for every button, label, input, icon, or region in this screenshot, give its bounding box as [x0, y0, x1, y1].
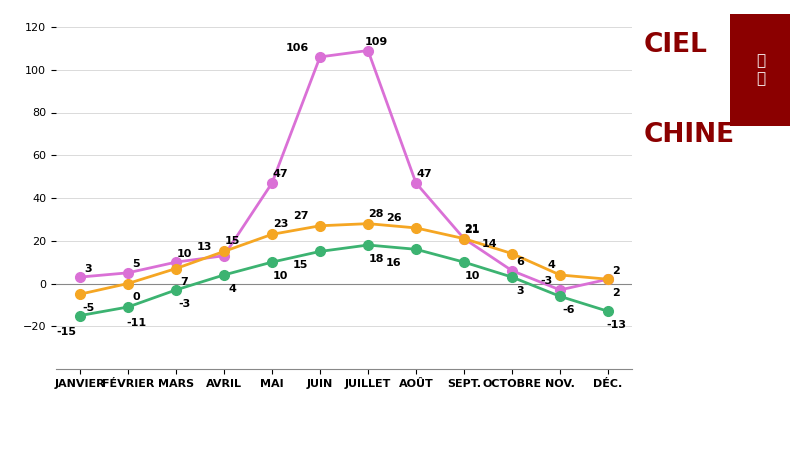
Text: 15: 15	[225, 237, 240, 247]
Text: 4: 4	[228, 284, 236, 293]
Text: 15: 15	[293, 260, 308, 270]
Text: 4: 4	[548, 260, 556, 270]
Text: 13: 13	[197, 242, 212, 252]
Text: 7: 7	[181, 277, 188, 287]
Text: 2: 2	[613, 288, 620, 298]
Text: -6: -6	[562, 305, 574, 315]
Text: 26: 26	[386, 213, 402, 223]
Text: 2: 2	[613, 266, 620, 276]
Text: 3: 3	[85, 264, 92, 274]
Text: 3: 3	[517, 286, 524, 296]
Text: -5: -5	[82, 303, 94, 313]
Legend: Maxi (°C), Mini(°C), Pluie(mm): Maxi (°C), Mini(°C), Pluie(mm)	[171, 449, 459, 450]
Text: 23: 23	[273, 220, 288, 230]
Text: 21: 21	[465, 225, 480, 235]
Text: 27: 27	[293, 211, 308, 221]
Text: 28: 28	[369, 209, 384, 219]
Text: -3: -3	[178, 299, 190, 309]
Text: -3: -3	[540, 276, 552, 286]
Text: CHINE: CHINE	[644, 122, 735, 148]
Text: 10: 10	[177, 248, 192, 259]
Text: 0: 0	[133, 292, 140, 302]
Text: CIEL: CIEL	[644, 32, 708, 58]
Text: 106: 106	[286, 43, 310, 54]
Text: 14: 14	[482, 238, 498, 249]
Text: 6: 6	[516, 257, 524, 267]
Text: 10: 10	[273, 271, 288, 281]
Text: 47: 47	[273, 170, 288, 180]
Text: -15: -15	[56, 327, 76, 337]
Text: 16: 16	[386, 258, 402, 268]
Text: 21: 21	[465, 224, 480, 234]
Text: 5: 5	[133, 259, 140, 269]
Text: 109: 109	[365, 37, 388, 47]
Text: 47: 47	[417, 170, 432, 180]
Text: -11: -11	[126, 319, 146, 328]
Text: 中
國: 中 國	[756, 53, 765, 86]
Text: -13: -13	[606, 320, 626, 330]
Text: 18: 18	[369, 254, 384, 264]
Text: 10: 10	[465, 271, 480, 281]
